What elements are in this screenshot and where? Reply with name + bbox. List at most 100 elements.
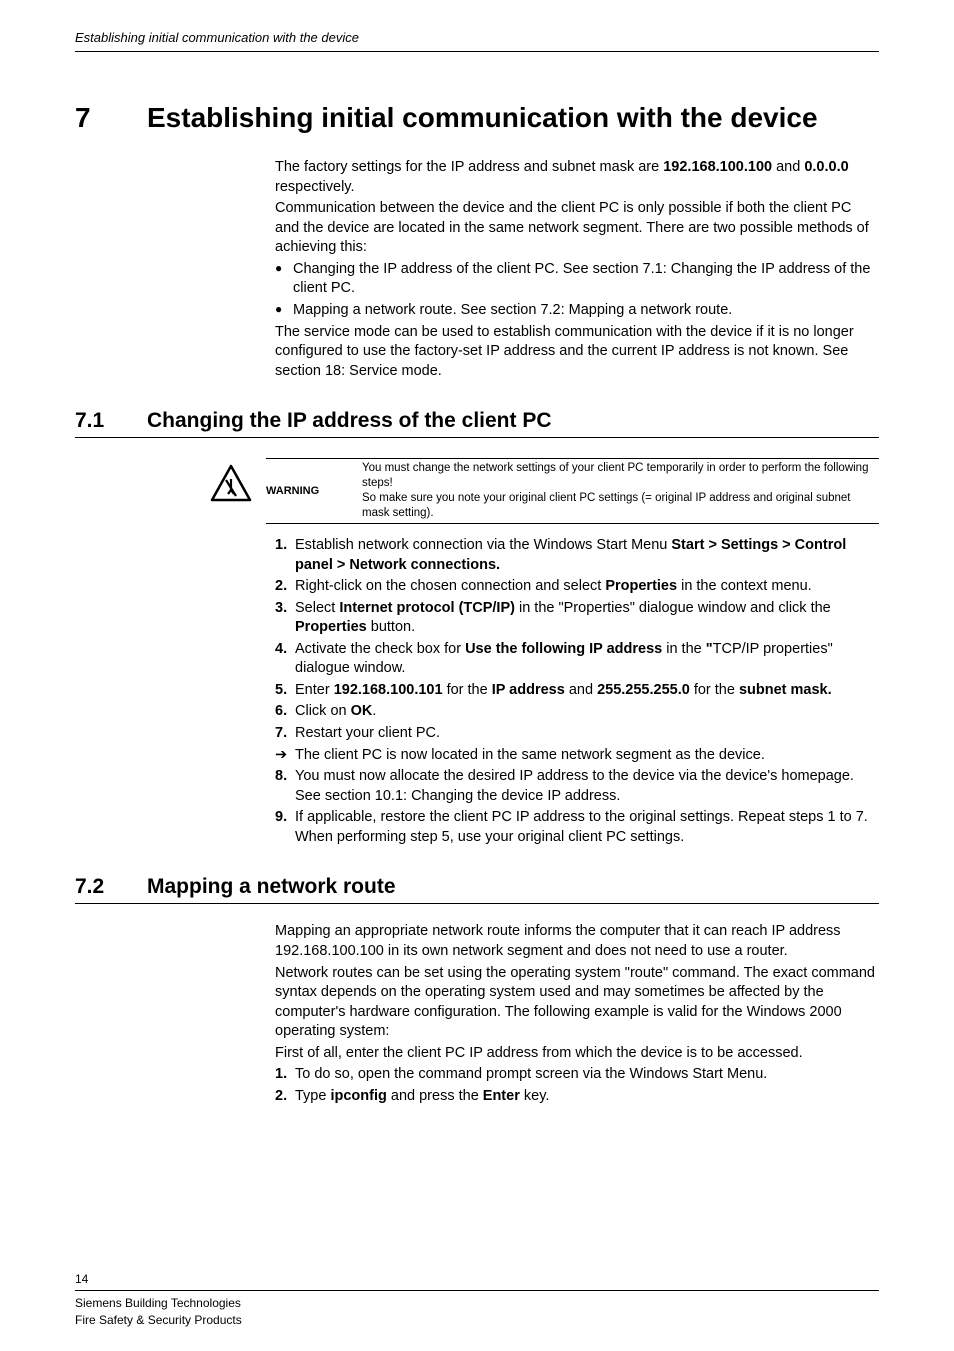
- step-8: 8. You must now allocate the desired IP …: [275, 767, 879, 806]
- page-number: 14: [75, 1272, 879, 1286]
- text: respectively.: [275, 179, 355, 195]
- text: for the: [690, 682, 739, 698]
- intro-body: The factory settings for the IP address …: [275, 158, 879, 381]
- step-num: 2.: [275, 1087, 287, 1107]
- warning-block: WARNING You must change the network sett…: [210, 458, 879, 524]
- text: To do so, open the command prompt screen…: [295, 1066, 767, 1082]
- intro-bullets: Changing the IP address of the client PC…: [275, 260, 879, 321]
- step-num: 7.: [275, 724, 287, 744]
- bold: Enter: [483, 1088, 520, 1104]
- section-title: Mapping a network route: [147, 875, 396, 899]
- subnet-default: 0.0.0.0: [804, 159, 848, 175]
- step-num: 5.: [275, 681, 287, 701]
- step-2: 2. Type ipconfig and press the Enter key…: [275, 1087, 879, 1107]
- step-num: 9.: [275, 808, 287, 828]
- step-3: 3. Select Internet protocol (TCP/IP) in …: [275, 599, 879, 638]
- text: Type: [295, 1088, 330, 1104]
- bold: subnet mask.: [739, 682, 832, 698]
- text: Select: [295, 600, 339, 616]
- chapter-title: Establishing initial communication with …: [147, 102, 818, 134]
- text: and press the: [387, 1088, 483, 1104]
- intro-paragraph-1: The factory settings for the IP address …: [275, 158, 879, 197]
- text: button.: [367, 619, 415, 635]
- text: Activate the check box for: [295, 641, 465, 657]
- step-num: 2.: [275, 577, 287, 597]
- bold: Properties: [605, 578, 677, 594]
- ip-default: 192.168.100.100: [663, 159, 772, 175]
- header-rule: [75, 51, 879, 52]
- intro-paragraph-3: The service mode can be used to establis…: [275, 323, 879, 382]
- section-7-2-body: Mapping an appropriate network route inf…: [275, 922, 879, 1106]
- warning-content: WARNING You must change the network sett…: [266, 458, 879, 524]
- bold: Use the following IP address: [465, 641, 662, 657]
- text: Enter: [295, 682, 334, 698]
- step-9: 9. If applicable, restore the client PC …: [275, 808, 879, 847]
- steps-list: 1. To do so, open the command prompt scr…: [275, 1065, 879, 1106]
- footer-line-1: Siemens Building Technologies: [75, 1295, 879, 1312]
- para-1: Mapping an appropriate network route inf…: [275, 922, 879, 961]
- footer-rule: [75, 1290, 879, 1291]
- text: .: [372, 703, 376, 719]
- warning-label: WARNING: [266, 485, 344, 497]
- running-header: Establishing initial communication with …: [75, 30, 879, 45]
- chapter-number: 7: [75, 102, 115, 134]
- section-number: 7.2: [75, 875, 115, 899]
- section-title: Changing the IP address of the client PC: [147, 409, 552, 433]
- text: in the: [662, 641, 706, 657]
- text: Restart your client PC.: [295, 725, 440, 741]
- section-7-2-heading: 7.2 Mapping a network route: [75, 875, 879, 899]
- section-rule: [75, 903, 879, 904]
- section-7-1-heading: 7.1 Changing the IP address of the clien…: [75, 409, 879, 433]
- step-num: 8.: [275, 767, 287, 787]
- warning-text: You must change the network settings of …: [362, 461, 879, 521]
- text: and: [772, 159, 804, 175]
- chapter-heading: 7 Establishing initial communication wit…: [75, 102, 879, 134]
- bold: ": [706, 641, 713, 657]
- text: If applicable, restore the client PC IP …: [295, 809, 868, 845]
- text: Click on: [295, 703, 351, 719]
- bold: Properties: [295, 619, 367, 635]
- text: The client PC is now located in the same…: [295, 747, 765, 763]
- steps-list: 1. Establish network connection via the …: [275, 536, 879, 744]
- text: You must now allocate the desired IP add…: [295, 768, 854, 804]
- section-rule: [75, 437, 879, 438]
- step-5: 5. Enter 192.168.100.101 for the IP addr…: [275, 681, 879, 701]
- warning-icon: [210, 458, 252, 507]
- step-4: 4. Activate the check box for Use the fo…: [275, 640, 879, 679]
- para-2: Network routes can be set using the oper…: [275, 964, 879, 1042]
- step-7: 7. Restart your client PC.: [275, 724, 879, 744]
- step-num: 1.: [275, 1065, 287, 1085]
- bold: Internet protocol (TCP/IP): [339, 600, 515, 616]
- bold: OK: [351, 703, 373, 719]
- result-line: The client PC is now located in the same…: [275, 746, 879, 766]
- section-number: 7.1: [75, 409, 115, 433]
- section-7-1-body: 1. Establish network connection via the …: [275, 536, 879, 847]
- step-num: 1.: [275, 536, 287, 556]
- text: in the "Properties" dialogue window and …: [515, 600, 831, 616]
- text: and: [565, 682, 597, 698]
- step-6: 6. Click on OK.: [275, 702, 879, 722]
- text: in the context menu.: [677, 578, 812, 594]
- bold: ipconfig: [330, 1088, 386, 1104]
- text: key.: [520, 1088, 550, 1104]
- bold: 255.255.255.0: [597, 682, 690, 698]
- bold: 192.168.100.101: [334, 682, 443, 698]
- para-3: First of all, enter the client PC IP add…: [275, 1044, 879, 1064]
- bold: IP address: [492, 682, 565, 698]
- step-num: 3.: [275, 599, 287, 619]
- intro-paragraph-2: Communication between the device and the…: [275, 199, 879, 258]
- steps-list-cont: 8. You must now allocate the desired IP …: [275, 767, 879, 847]
- step-1: 1. To do so, open the command prompt scr…: [275, 1065, 879, 1085]
- step-num: 6.: [275, 702, 287, 722]
- intro-bullet-1: Changing the IP address of the client PC…: [275, 260, 879, 299]
- intro-bullet-2: Mapping a network route. See section 7.2…: [275, 301, 879, 321]
- text: The factory settings for the IP address …: [275, 159, 663, 175]
- text: for the: [443, 682, 492, 698]
- warning-line-2: So make sure you note your original clie…: [362, 491, 879, 521]
- step-2: 2. Right-click on the chosen connection …: [275, 577, 879, 597]
- footer-line-2: Fire Safety & Security Products: [75, 1312, 879, 1329]
- warning-line-1: You must change the network settings of …: [362, 461, 879, 491]
- text: Right-click on the chosen connection and…: [295, 578, 605, 594]
- page-footer: 14 Siemens Building Technologies Fire Sa…: [75, 1272, 879, 1329]
- step-1: 1. Establish network connection via the …: [275, 536, 879, 575]
